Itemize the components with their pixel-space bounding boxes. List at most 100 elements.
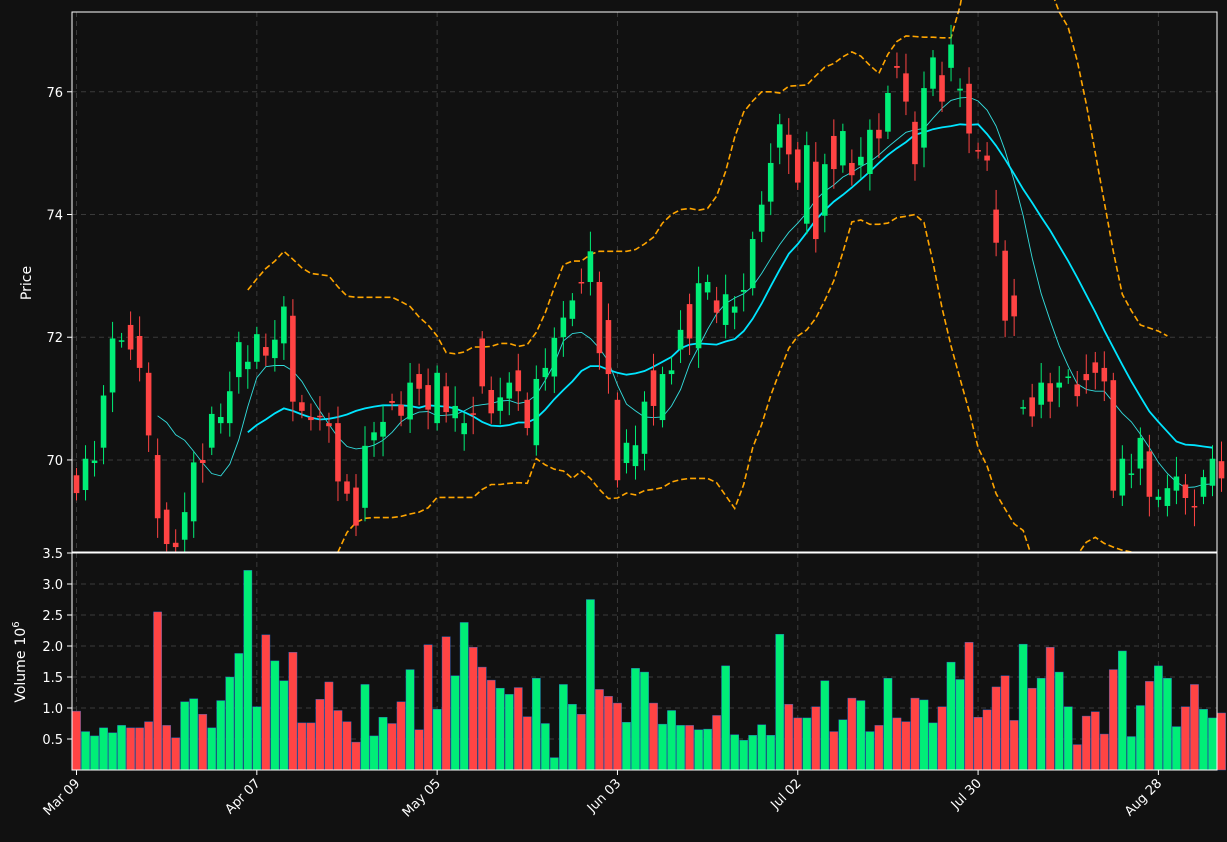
candle <box>560 301 567 357</box>
candle-body <box>695 283 702 349</box>
candle <box>1038 363 1044 419</box>
candle <box>1056 366 1063 408</box>
volume-bar <box>135 727 144 771</box>
volume-bar <box>712 715 721 771</box>
volume-bar <box>540 723 550 771</box>
volume-bar <box>757 724 767 771</box>
candle-body <box>181 512 188 540</box>
candle-body <box>813 161 819 240</box>
volume-bar <box>495 687 505 771</box>
volume-bar <box>225 676 235 771</box>
candle-body <box>533 378 540 446</box>
candle-body <box>758 204 765 232</box>
volume-bar <box>1117 650 1127 771</box>
candle <box>605 303 612 394</box>
candle <box>290 299 296 422</box>
candle-body <box>984 155 990 161</box>
lower-band-line <box>247 213 1168 575</box>
volume-bar <box>928 722 938 771</box>
candle <box>326 412 332 443</box>
candles <box>73 24 1225 558</box>
candle <box>939 61 945 113</box>
candle-body <box>650 370 657 406</box>
candle-body <box>407 382 413 420</box>
volume-bar <box>847 697 857 771</box>
candle-body <box>389 401 395 403</box>
candle-body <box>1200 477 1207 497</box>
volume-bar <box>1090 711 1100 771</box>
candle-body <box>163 509 170 545</box>
candle-body <box>515 370 522 392</box>
candle-body <box>560 317 567 338</box>
volume-bar <box>405 669 415 771</box>
volume-bar <box>991 686 1001 771</box>
candle <box>82 445 89 501</box>
volume-tick-label: 0.5 <box>42 733 63 748</box>
candle-body <box>542 367 549 378</box>
volume-bar <box>189 698 199 771</box>
candle-body <box>704 282 711 293</box>
volume-bar <box>811 706 821 771</box>
volume-bar <box>504 694 514 771</box>
candle <box>903 53 909 116</box>
volume-bar <box>901 721 911 771</box>
volume-bar <box>721 665 730 771</box>
candle-body <box>136 336 143 368</box>
candle-body <box>632 445 639 467</box>
candle <box>181 492 188 554</box>
volume-bar <box>1145 681 1154 771</box>
candle-body <box>154 455 161 519</box>
candle-body <box>443 386 449 413</box>
volume-bar <box>351 741 361 771</box>
volume-bar <box>180 701 190 771</box>
candle <box>1200 469 1207 505</box>
volume-bar <box>450 675 460 771</box>
volume-bar <box>1108 669 1118 771</box>
candle <box>1074 370 1081 407</box>
volume-bar <box>72 710 81 771</box>
candle-body <box>425 385 431 410</box>
candle-body <box>1209 458 1216 486</box>
candle-body <box>1119 458 1126 496</box>
candle <box>623 429 630 474</box>
volume-bar <box>171 737 181 771</box>
volume-bar <box>910 697 920 771</box>
volume-bar <box>513 687 523 771</box>
volume-bar <box>640 671 649 771</box>
volume-bar <box>676 725 685 771</box>
volume-bar <box>604 696 613 771</box>
candle <box>1092 351 1099 390</box>
candle-body <box>272 339 278 359</box>
volume-bar <box>595 689 604 771</box>
candle <box>335 406 341 502</box>
candle-body <box>335 423 341 482</box>
candle-body <box>1173 476 1180 491</box>
candle-body <box>1074 384 1081 397</box>
volume-bar <box>802 717 812 771</box>
candle-body <box>479 338 486 387</box>
candle <box>1155 489 1162 508</box>
price-axis-title: Price <box>19 266 35 300</box>
volume-bar <box>234 653 244 771</box>
candle <box>614 392 621 488</box>
candle <box>1065 369 1072 384</box>
candle <box>1209 445 1216 497</box>
candle-body <box>578 282 585 284</box>
candle <box>461 412 467 451</box>
candle-body <box>569 300 576 319</box>
candle <box>416 363 422 406</box>
candle-body <box>1002 250 1008 321</box>
candle <box>975 142 981 159</box>
candle <box>849 149 855 186</box>
volume-bar <box>775 634 785 771</box>
volume-bar <box>378 717 388 771</box>
candle <box>217 403 224 434</box>
volume-bar <box>856 700 866 771</box>
volume-bar <box>297 722 307 771</box>
candle <box>425 368 431 430</box>
candle-body <box>380 421 386 437</box>
volume-bar <box>1136 705 1145 771</box>
candle <box>695 266 702 368</box>
candle-body <box>416 374 422 389</box>
